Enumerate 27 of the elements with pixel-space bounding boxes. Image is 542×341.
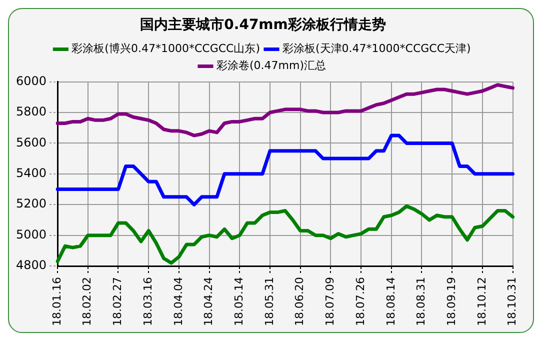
y-tick-label: 5400 <box>16 166 47 180</box>
x-tick-label: 18.07.09 <box>324 277 337 326</box>
y-tick-label: 5800 <box>16 104 47 119</box>
x-tick-label: 18.04.04 <box>172 277 185 326</box>
x-tick-label: 18.04.24 <box>202 277 216 326</box>
x-tick-label: 18.02.02 <box>80 277 94 326</box>
y-tick-label: 5200 <box>16 196 47 211</box>
x-tick-label: 18.09.19 <box>444 277 458 326</box>
x-tick-label: 18.06.20 <box>293 277 306 326</box>
y-tick-label: 5600 <box>16 135 47 150</box>
legend-label: 彩涂卷(0.47mm)汇总 <box>216 59 326 72</box>
x-tick-label: 18.05.31 <box>262 277 276 326</box>
x-tick-label: 18.05.14 <box>232 277 246 326</box>
legend-label: 彩涂板(天津0.47*1000*CCGCC天津) <box>282 42 471 56</box>
x-tick-label: 18.08.31 <box>414 277 428 326</box>
chart-title: 国内主要城市0.47mm彩涂板行情走势 <box>140 16 386 34</box>
x-tick-label: 18.02.27 <box>111 277 124 326</box>
x-tick-label: 18.07.26 <box>354 277 367 326</box>
legend-label: 彩涂板(博兴0.47*1000*CCGCC山东) <box>72 42 260 56</box>
y-tick-label: 4800 <box>16 258 47 272</box>
y-tick-label: 6000 <box>16 74 47 88</box>
x-tick-label: 18.01.16 <box>50 277 64 326</box>
x-tick-label: 18.10.31 <box>506 277 519 326</box>
x-tick-label: 18.10.12 <box>475 277 488 326</box>
x-tick-label: 18.08.14 <box>384 277 398 326</box>
x-tick-label: 18.03.16 <box>141 277 154 326</box>
y-tick-label: 5000 <box>16 227 47 242</box>
